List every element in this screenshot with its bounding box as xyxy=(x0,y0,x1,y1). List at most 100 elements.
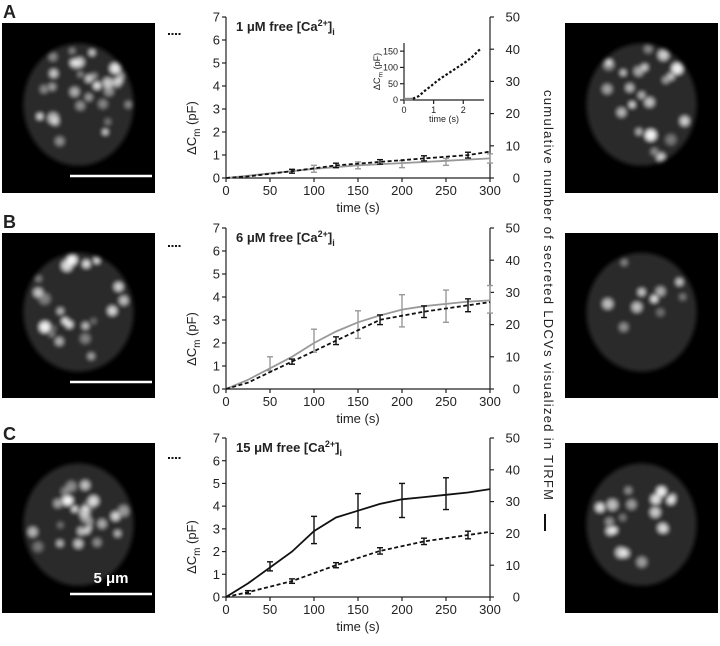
vesicle xyxy=(82,260,91,268)
chart-title-part: 1 μM free [Ca xyxy=(236,19,318,34)
vesicle xyxy=(33,288,43,298)
vesicle xyxy=(680,116,690,126)
vesicle xyxy=(70,87,80,97)
cell-glow xyxy=(586,252,697,372)
vesicle xyxy=(91,73,98,80)
x-tick-label: 300 xyxy=(479,602,501,617)
x-tick-label: 1 xyxy=(431,105,436,115)
y-tick-label: 3 xyxy=(213,521,220,536)
vesicle xyxy=(77,71,83,77)
y-tick-label: 5 xyxy=(213,476,220,491)
series-line xyxy=(225,301,491,390)
vesicle xyxy=(655,286,666,296)
y-tick-label: 2 xyxy=(213,544,220,559)
y2-tick-label: 0 xyxy=(513,171,520,186)
vesicle xyxy=(671,63,683,75)
vesicle xyxy=(104,118,111,125)
vesicle xyxy=(65,320,73,329)
vesicle xyxy=(49,331,55,337)
series-line xyxy=(412,47,482,100)
vesicle xyxy=(56,540,64,547)
chart-title-part: 2+ xyxy=(318,229,328,239)
x-tick-label: 100 xyxy=(303,602,325,617)
y-axis-label-part: (pF) xyxy=(184,312,199,339)
vesicle xyxy=(39,293,51,305)
y-axis-label-part: m xyxy=(192,129,203,137)
y-axis-label-part: ΔC xyxy=(372,77,382,90)
x-tick-label: 150 xyxy=(347,394,369,409)
vesicle xyxy=(125,101,132,108)
y-axis-label: ΔCm (pF) xyxy=(184,312,203,366)
panel-label: A xyxy=(3,2,16,22)
y2-tick-label: 30 xyxy=(506,494,520,509)
vesicle xyxy=(644,97,655,108)
vesicle xyxy=(82,506,89,512)
y-tick-label: 6 xyxy=(213,244,220,259)
x-tick-label: 250 xyxy=(435,183,457,198)
vesicle xyxy=(679,293,686,300)
vesicle xyxy=(656,153,666,162)
vesicle xyxy=(93,82,101,90)
vesicle xyxy=(35,275,42,282)
vesicle xyxy=(104,86,114,96)
vesicle xyxy=(40,85,48,94)
vesicle xyxy=(667,72,675,80)
vesicle xyxy=(602,298,613,309)
chart-title-part: ] xyxy=(328,19,332,34)
y2-tick-label: 40 xyxy=(506,253,520,268)
vesicle xyxy=(644,44,653,53)
chart-title-part: i xyxy=(332,27,335,37)
vesicle xyxy=(49,69,58,78)
vesicle xyxy=(39,321,51,333)
x-tick-label: 200 xyxy=(391,183,413,198)
y-tick-label: 2 xyxy=(213,125,220,140)
cell-glow xyxy=(23,463,134,586)
y2-tick-label: 50 xyxy=(506,10,520,25)
y-tick-label: 7 xyxy=(213,431,220,446)
vesicle xyxy=(616,107,626,117)
vesicle xyxy=(85,93,93,101)
vesicle xyxy=(636,557,647,568)
vesicle xyxy=(107,306,117,316)
chart-title-part: i xyxy=(339,448,342,458)
fluorescence xyxy=(23,252,134,372)
y2-tick-label: 40 xyxy=(506,462,520,477)
cell-glow xyxy=(586,463,697,586)
x-tick-label: 100 xyxy=(303,394,325,409)
y2-tick-label: 50 xyxy=(506,221,520,236)
x-tick-label: 250 xyxy=(435,602,457,617)
y2-axis-label: cumulative number of secreted LDCVs visu… xyxy=(541,90,556,500)
vesicle xyxy=(631,302,642,313)
y-axis-label-part: ΔC xyxy=(184,348,199,366)
y-tick-label: 50 xyxy=(388,79,398,89)
x-axis-label: time (s) xyxy=(336,411,379,426)
y2-tick-label: 10 xyxy=(506,138,520,153)
vesicle xyxy=(27,527,38,537)
y-axis-label-part: m xyxy=(192,340,203,348)
y-tick-label: 5 xyxy=(213,267,220,282)
chart-title: 6 μM free [Ca2+]i xyxy=(236,229,335,248)
vesicle xyxy=(658,49,669,61)
vesicle xyxy=(97,519,107,529)
vesicle xyxy=(82,322,89,330)
y-tick-label: 7 xyxy=(213,221,220,236)
vesicle xyxy=(57,307,64,315)
x-tick-label: 300 xyxy=(479,183,501,198)
y-tick-label: 0 xyxy=(213,382,220,397)
x-tick-label: 0 xyxy=(222,183,229,198)
vesicle xyxy=(619,322,628,332)
y-tick-label: 1 xyxy=(213,567,220,582)
vesicle xyxy=(645,129,657,141)
y-axis-label-part: (pF) xyxy=(184,520,199,547)
vesicle xyxy=(656,486,667,497)
chart-title-part: 2+ xyxy=(325,439,335,449)
vesicle xyxy=(650,295,658,303)
vesicle xyxy=(112,77,122,87)
x-tick-label: 50 xyxy=(263,394,277,409)
x-tick-label: 50 xyxy=(263,183,277,198)
vesicle xyxy=(114,530,121,537)
vesicle xyxy=(61,260,73,272)
vesicle xyxy=(80,333,91,344)
vesicle xyxy=(650,507,661,518)
fluorescence xyxy=(23,43,134,166)
